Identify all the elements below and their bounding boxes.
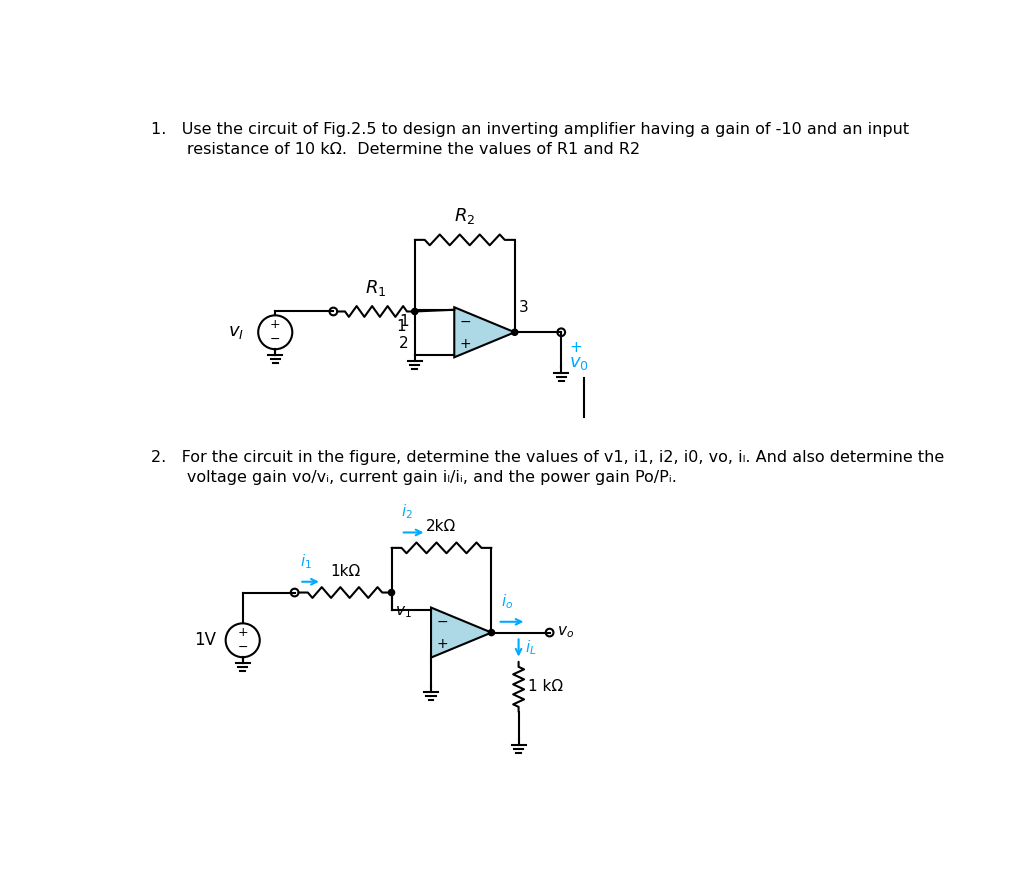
Text: 1 kΩ: 1 kΩ bbox=[528, 680, 563, 695]
Text: 1V: 1V bbox=[195, 632, 216, 649]
Text: $R_1$: $R_1$ bbox=[366, 278, 387, 298]
Text: $i_L$: $i_L$ bbox=[524, 639, 537, 657]
Text: $v_I$: $v_I$ bbox=[228, 323, 245, 342]
Polygon shape bbox=[431, 608, 492, 658]
Text: $-$: $-$ bbox=[459, 314, 471, 328]
Text: 3: 3 bbox=[518, 300, 528, 315]
Text: −: − bbox=[270, 334, 281, 346]
Text: voltage gain vo/vᵢ, current gain iₗ/iᵢ, and the power gain Po/Pᵢ.: voltage gain vo/vᵢ, current gain iₗ/iᵢ, … bbox=[152, 470, 677, 485]
Text: −: − bbox=[238, 641, 248, 654]
Text: resistance of 10 kΩ.  Determine the values of R1 and R2: resistance of 10 kΩ. Determine the value… bbox=[152, 142, 640, 157]
Text: $+$: $+$ bbox=[459, 336, 471, 350]
Text: $R_2$: $R_2$ bbox=[454, 206, 475, 226]
Circle shape bbox=[388, 590, 394, 596]
Circle shape bbox=[412, 308, 418, 314]
Text: 2.   For the circuit in the figure, determine the values of v1, i1, i2, i0, vo, : 2. For the circuit in the figure, determ… bbox=[152, 450, 944, 465]
Text: +: + bbox=[238, 626, 248, 639]
Text: $i_1$: $i_1$ bbox=[300, 552, 312, 571]
Text: $v_0$: $v_0$ bbox=[569, 354, 589, 371]
Text: 2: 2 bbox=[399, 336, 409, 351]
Text: 2kΩ: 2kΩ bbox=[426, 519, 457, 534]
Text: +: + bbox=[569, 340, 582, 355]
Text: $v_o$: $v_o$ bbox=[557, 625, 574, 640]
Text: 1.   Use the circuit of Fig.2.5 to design an inverting amplifier having a gain o: 1. Use the circuit of Fig.2.5 to design … bbox=[152, 122, 909, 137]
Text: $+$: $+$ bbox=[435, 637, 447, 651]
Polygon shape bbox=[455, 307, 515, 357]
Text: 1: 1 bbox=[396, 319, 406, 334]
Text: +: + bbox=[270, 318, 281, 331]
Text: $-$: $-$ bbox=[435, 614, 447, 628]
Text: $i_o$: $i_o$ bbox=[501, 592, 513, 611]
Text: $v_1$: $v_1$ bbox=[395, 604, 412, 620]
Circle shape bbox=[512, 329, 518, 336]
Circle shape bbox=[488, 630, 495, 636]
Text: 1: 1 bbox=[399, 314, 409, 328]
Text: $i_2$: $i_2$ bbox=[400, 502, 413, 521]
Text: 1kΩ: 1kΩ bbox=[330, 563, 360, 579]
